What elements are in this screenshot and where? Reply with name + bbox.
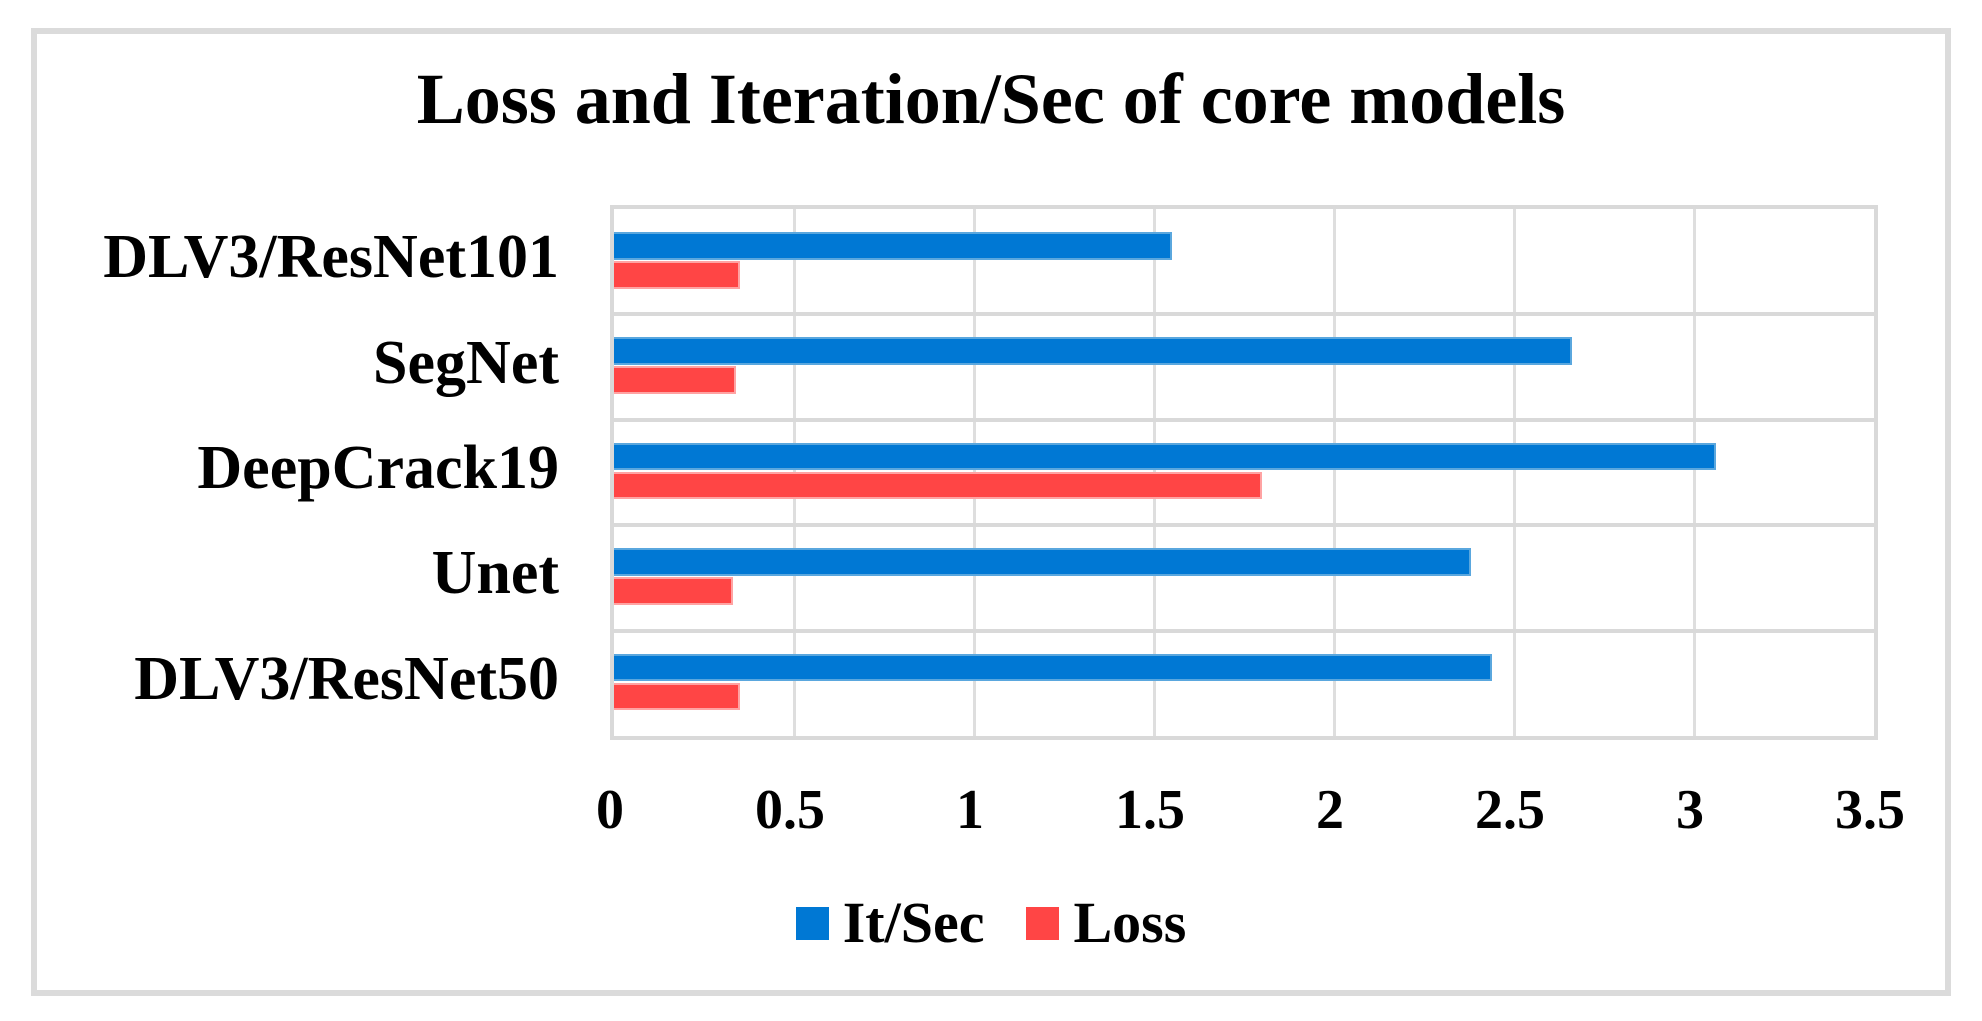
- category-band: [614, 420, 1874, 525]
- x-tick-label: 3.5: [1835, 779, 1905, 841]
- category-band: [614, 525, 1874, 630]
- category-band: [614, 209, 1874, 314]
- x-tick-label: 2.5: [1475, 779, 1545, 841]
- category-label: DLV3/ResNet50: [134, 644, 559, 713]
- itsec-bar: [614, 337, 1572, 365]
- figure-border: [31, 28, 1951, 996]
- x-tick-label: 0: [596, 779, 624, 841]
- chart-title: Loss and Iteration/Sec of core models: [416, 59, 1566, 139]
- plot-area: [610, 205, 1878, 740]
- category-band: [614, 314, 1874, 419]
- category-label: DeepCrack19: [197, 433, 559, 502]
- legend-label: It/Sec: [842, 890, 985, 955]
- band-separator: [610, 523, 1878, 528]
- band-separator: [610, 312, 1878, 317]
- category-label: DLV3/ResNet101: [103, 223, 559, 292]
- itsec-bar: [614, 232, 1172, 260]
- gridline-x-3: [1692, 209, 1696, 736]
- legend-item-it-sec: It/Sec: [795, 890, 985, 955]
- loss-bar: [614, 261, 740, 289]
- loss-bar: [614, 682, 740, 711]
- gridline-x-2: [1332, 209, 1336, 736]
- category-band: [614, 631, 1874, 736]
- legend: It/Sec Loss: [31, 893, 1951, 953]
- x-tick-label: 3: [1676, 779, 1704, 841]
- legend-label: Loss: [1073, 890, 1187, 955]
- category-label: SegNet: [373, 328, 559, 397]
- itsec-bar: [614, 442, 1716, 471]
- category-label: Unet: [431, 539, 559, 608]
- legend-swatch-icon: [1026, 906, 1060, 940]
- legend-item-loss: Loss: [1026, 894, 1186, 952]
- legend-swatch-icon: [795, 906, 829, 940]
- x-tick-label: 2: [1316, 779, 1344, 841]
- loss-bar: [614, 366, 737, 394]
- x-tick-label: 1: [956, 779, 984, 841]
- gridline-x-2.5: [1512, 209, 1516, 736]
- itsec-bar: [614, 548, 1471, 576]
- itsec-bar: [614, 653, 1493, 682]
- band-separator: [610, 628, 1878, 633]
- x-tick-label: 1.5: [1115, 779, 1185, 841]
- band-separator: [610, 417, 1878, 422]
- loss-bar: [614, 471, 1262, 500]
- loss-bar: [614, 577, 733, 605]
- x-tick-label: 0.5: [755, 779, 825, 841]
